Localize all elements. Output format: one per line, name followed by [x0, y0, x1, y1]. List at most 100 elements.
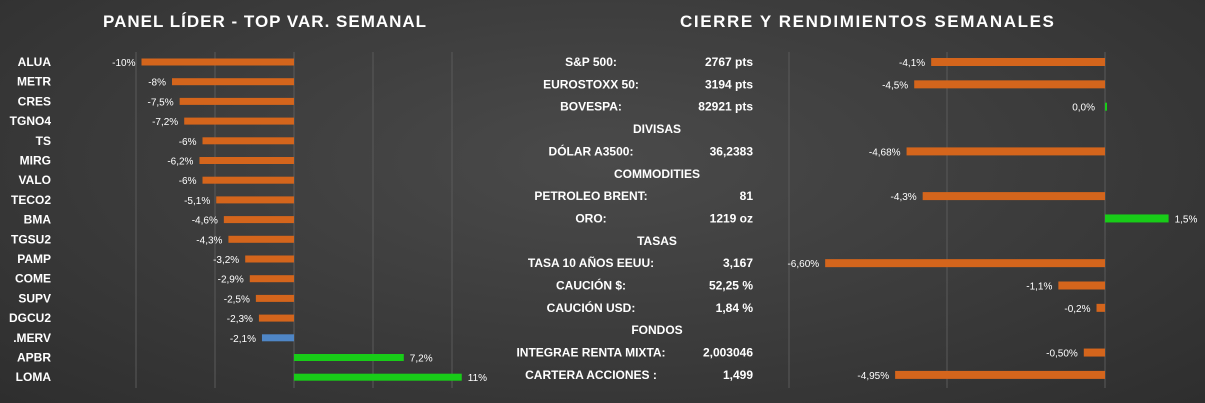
left-bar-metr — [172, 78, 294, 86]
row-name: BOVESPA: — [560, 100, 622, 114]
left-bar-mirg — [199, 157, 294, 164]
section-header: COMMODITIES — [614, 167, 700, 181]
left-data-label: -6% — [179, 176, 197, 187]
left-data-label: -2,3% — [227, 314, 253, 325]
row-close-value: 36,2383 — [710, 144, 754, 158]
left-data-label: -3,2% — [213, 255, 239, 266]
right-data-label: -1,1% — [1026, 282, 1052, 293]
left-category-label: TGSU2 — [11, 232, 51, 246]
left-data-label: -2,1% — [230, 334, 256, 345]
row-close-value: 52,25 % — [709, 279, 753, 293]
right-bar — [1083, 348, 1105, 357]
right-data-label: -4,68% — [869, 147, 901, 158]
row-name: INTEGRAE RENTA MIXTA: — [516, 346, 665, 360]
right-data-label: 1,5% — [1175, 214, 1198, 225]
left-bar-ts — [202, 137, 294, 145]
row-name: CARTERA ACCIONES : — [525, 368, 657, 382]
left-category-label: TS — [36, 134, 51, 148]
row-close-value: 2767 pts — [705, 55, 753, 69]
row-close-value: 81 — [740, 189, 754, 203]
left-bar-merv — [261, 334, 294, 342]
left-category-label: MIRG — [20, 154, 51, 168]
section-header: TASAS — [637, 234, 677, 248]
left-category-label: BMA — [24, 213, 52, 227]
left-category-label: PAMP — [17, 252, 51, 266]
row-name: CAUCIÓN $: — [556, 278, 626, 293]
left-chart-title: PANEL LÍDER - TOP VAR. SEMANAL — [103, 12, 428, 31]
row-name: ORO: — [575, 211, 606, 225]
left-bar-loma — [294, 373, 462, 381]
left-data-label: -4,3% — [196, 235, 222, 246]
left-category-label: COME — [15, 272, 51, 286]
row-name: DÓLAR A3500: — [549, 143, 634, 158]
left-category-label: CRES — [18, 94, 51, 108]
left-bar-teco2 — [216, 196, 294, 204]
row-name: PETROLEO BRENT: — [534, 189, 647, 203]
left-category-label: VALO — [19, 173, 51, 187]
row-name: S&P 500: — [565, 55, 617, 69]
right-data-label: -4,3% — [891, 192, 917, 203]
right-chart-title: CIERRE Y RENDIMIENTOS SEMANALES — [680, 12, 1056, 31]
left-bar-tgno4 — [184, 117, 294, 125]
right-bar — [914, 80, 1105, 89]
row-name: EUROSTOXX 50: — [543, 77, 639, 91]
left-data-label: -8% — [148, 78, 166, 89]
left-bar-apbr — [294, 354, 404, 361]
right-data-label: -0,50% — [1046, 349, 1078, 360]
left-category-label: .MERV — [13, 331, 51, 345]
left-category-label: ALUA — [18, 55, 52, 69]
row-close-value: 82921 pts — [698, 100, 753, 114]
left-bar-valo — [202, 176, 294, 184]
left-category-label: APBR — [17, 351, 51, 365]
left-bar-supv — [255, 294, 294, 302]
right-data-label: -6,60% — [787, 259, 819, 270]
row-close-value: 1,499 — [723, 368, 753, 382]
row-close-value: 1219 oz — [710, 211, 753, 225]
right-bar — [906, 147, 1105, 156]
left-data-label: -10% — [112, 58, 135, 69]
left-bar-pamp — [245, 255, 294, 263]
left-data-label: -2,5% — [224, 294, 250, 305]
left-bar-cres — [179, 97, 294, 105]
right-bar — [922, 192, 1105, 201]
right-data-label: -0,2% — [1064, 304, 1090, 315]
left-data-label: 11% — [468, 373, 487, 384]
right-data-label: -4,5% — [882, 80, 908, 91]
right-bar — [1096, 303, 1105, 312]
row-close-value: 3,167 — [723, 256, 753, 270]
left-bar-dgcu2 — [258, 314, 294, 322]
right-bar — [1105, 102, 1107, 111]
left-data-label: 7,2% — [410, 354, 433, 365]
row-close-value: 2,003046 — [703, 346, 753, 360]
left-bar-alua — [141, 58, 294, 66]
right-bar — [931, 58, 1105, 66]
left-category-label: TGNO4 — [10, 114, 52, 128]
left-data-label: -6,2% — [167, 157, 193, 168]
left-category-label: LOMA — [16, 370, 52, 384]
right-bar — [825, 259, 1105, 268]
left-data-label: -2,9% — [218, 275, 244, 286]
left-category-label: TECO2 — [11, 193, 51, 207]
right-data-label: 0,0% — [1072, 103, 1095, 114]
left-data-label: -6% — [179, 137, 197, 148]
row-close-value: 3194 pts — [705, 77, 753, 91]
right-data-label: -4,95% — [857, 371, 889, 382]
left-category-label: METR — [17, 75, 51, 89]
left-data-label: -4,6% — [192, 216, 218, 227]
left-bar-bma — [223, 216, 294, 224]
left-category-label: SUPV — [18, 291, 51, 305]
right-bar — [1058, 281, 1105, 290]
left-bar-come — [249, 275, 294, 283]
right-bar — [1105, 214, 1169, 223]
section-header: FONDOS — [631, 323, 682, 337]
left-data-label: -7,5% — [148, 97, 174, 108]
row-name: TASA 10 AÑOS EEUU: — [528, 255, 654, 270]
row-name: CAUCIÓN USD: — [547, 300, 636, 315]
section-header: DIVISAS — [633, 122, 681, 136]
right-data-label: -4,1% — [899, 58, 925, 69]
right-bar — [895, 370, 1105, 379]
left-data-label: -5,1% — [184, 196, 210, 207]
row-close-value: 1,84 % — [716, 301, 754, 315]
left-category-label: DGCU2 — [9, 311, 51, 325]
